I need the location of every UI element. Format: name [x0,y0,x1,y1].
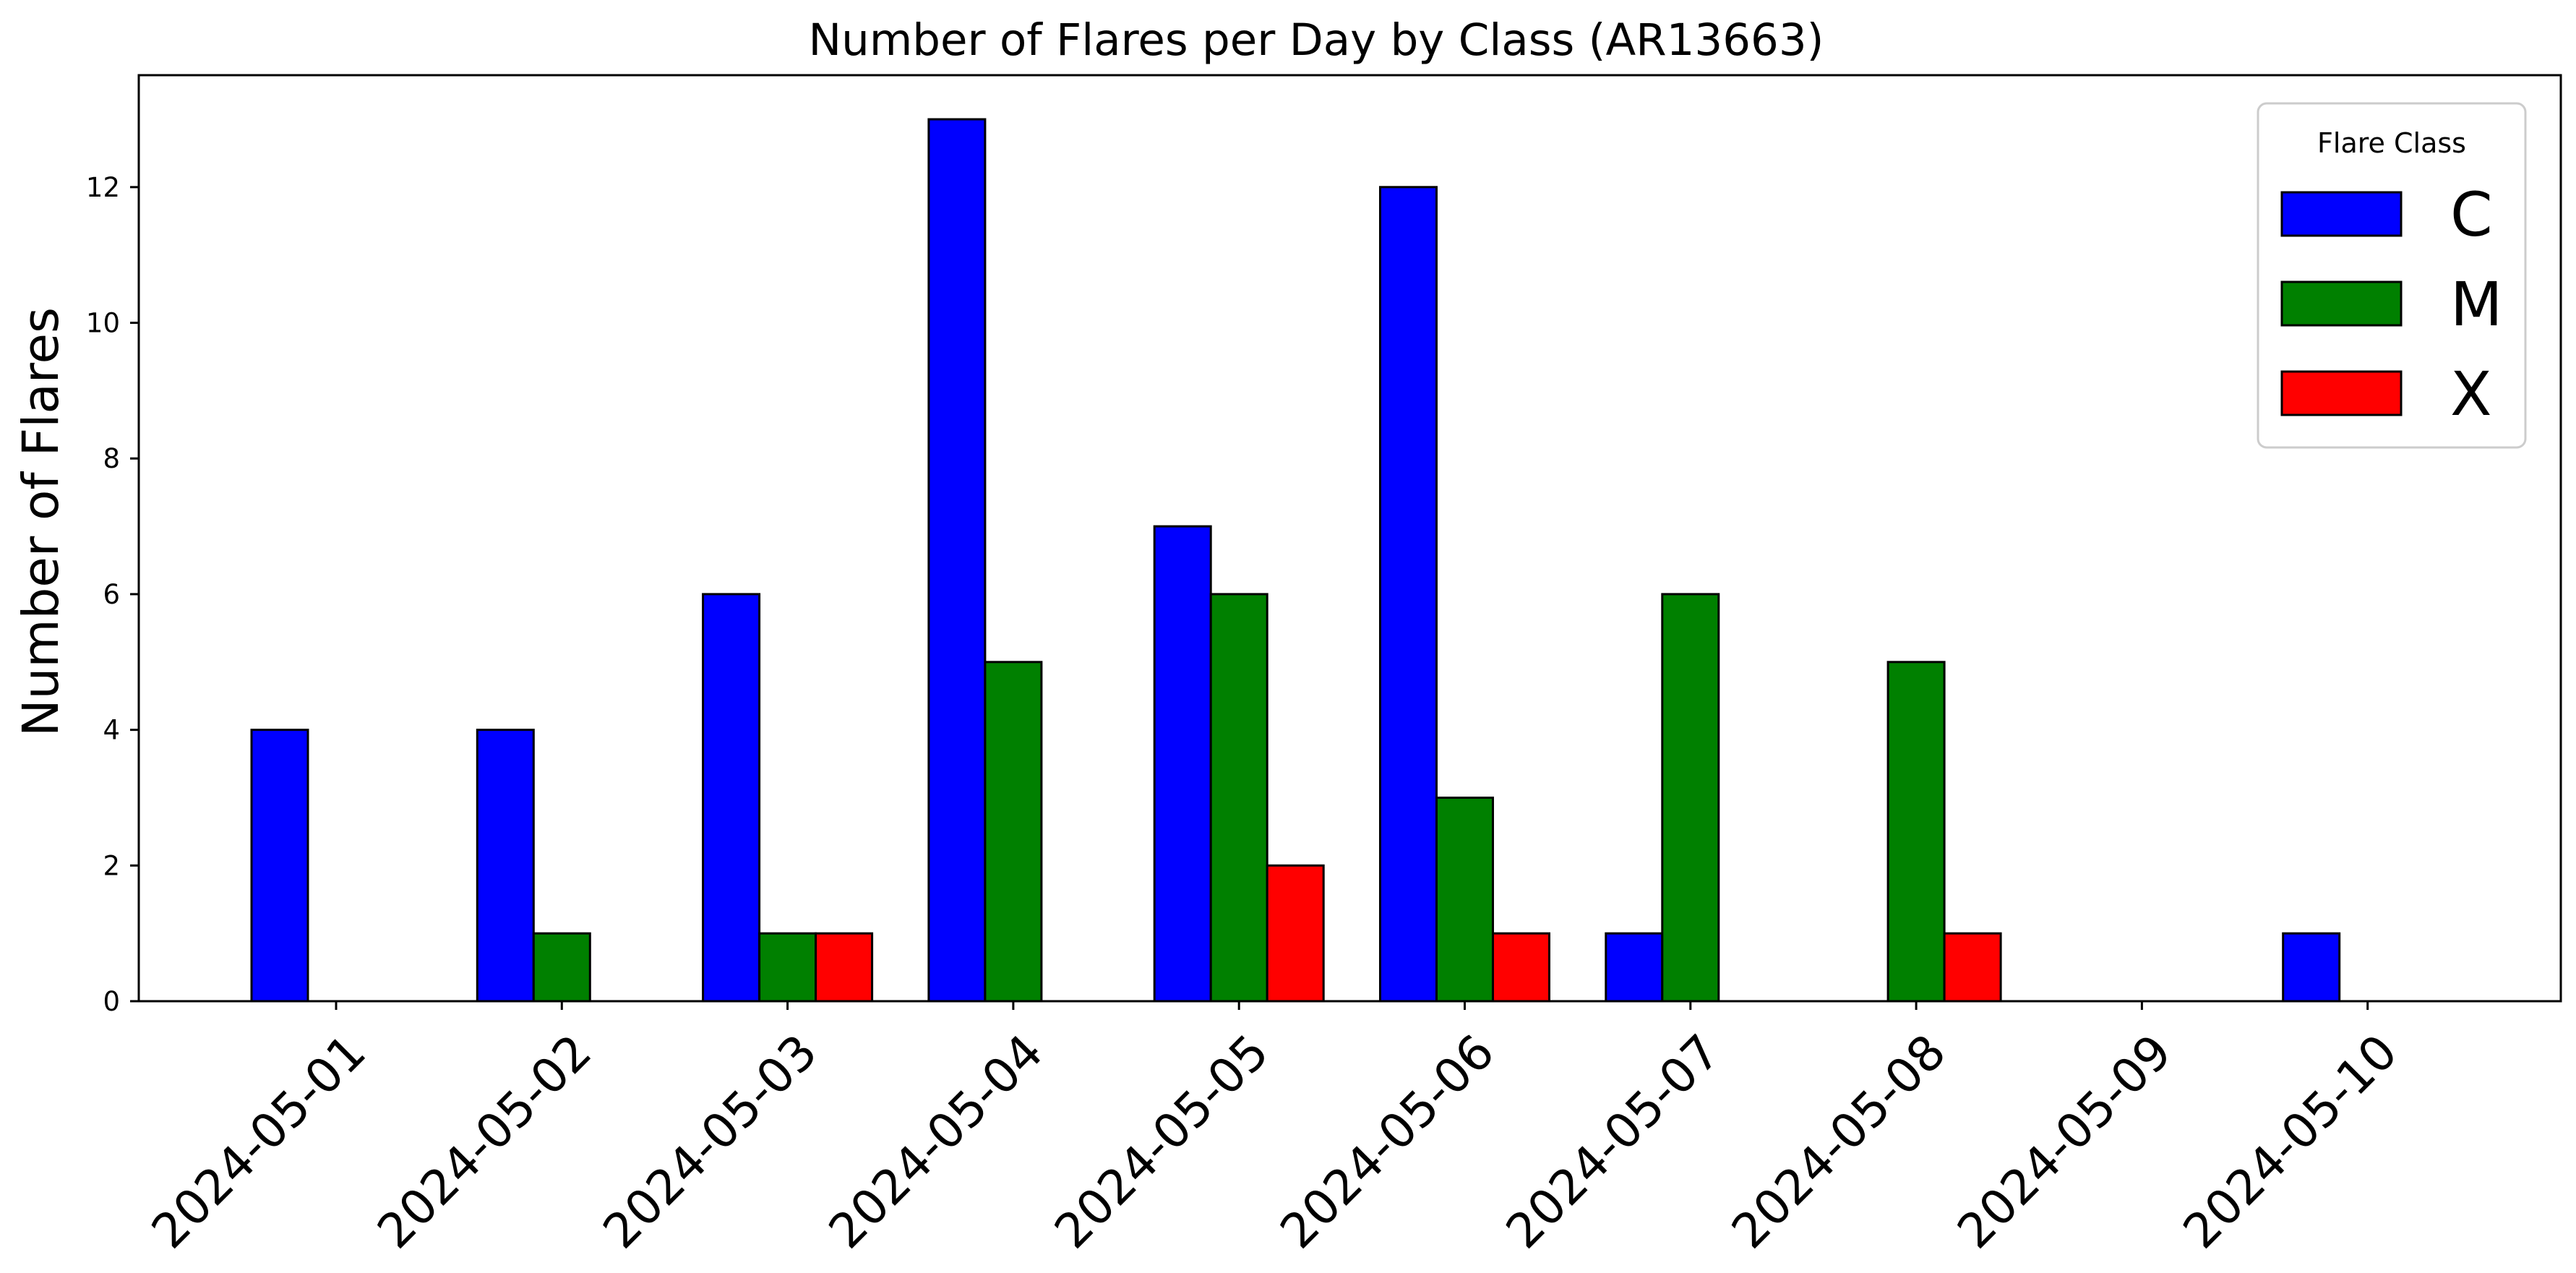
bar-m-2024-05-06 [1435,797,1494,1003]
bars-layer [250,118,2341,1003]
bar-c-2024-05-07 [1605,932,1664,1003]
legend-title: Flare Class [2317,127,2466,159]
chart-title: Number of Flares per Day by Class (AR136… [809,14,1824,66]
bar-x-2024-05-08 [1943,932,2002,1003]
bar-x-2024-05-06 [1492,932,1550,1003]
bar-c-2024-05-02 [476,729,535,1003]
bar-c-2024-05-01 [250,729,309,1003]
bar-m-2024-05-04 [984,661,1043,1003]
bar-m-2024-05-05 [1209,593,1268,1003]
bar-c-2024-05-06 [1379,186,1438,1003]
x-tick-label: 2024-05-08 [1721,1024,1957,1259]
y-tick-label: 10 [86,308,120,339]
x-tick-label: 2024-05-06 [1270,1024,1506,1259]
x-tick-label: 2024-05-07 [1495,1024,1731,1259]
x-tick-label: 2024-05-01 [141,1024,377,1259]
y-tick-label: 12 [86,172,120,203]
bar-x-2024-05-05 [1266,864,1325,1003]
x-tick-label: 2024-05-04 [818,1024,1054,1259]
x-tick-label: 2024-05-02 [366,1024,602,1259]
y-tick-label: 6 [103,579,120,610]
legend: Flare Class CMX [2257,102,2527,449]
bar-m-2024-05-08 [1886,661,1946,1003]
bar-c-2024-05-03 [702,593,761,1003]
y-axis: 0 2 4 6 8 10 12 [86,172,139,1017]
x-axis: 2024-05-012024-05-022024-05-032024-05-04… [141,1001,2408,1259]
bar-x-2024-05-03 [815,932,874,1003]
x-tick-label: 2024-05-09 [1947,1024,2183,1259]
bar-m-2024-05-07 [1661,593,1720,1003]
y-tick-label: 2 [103,850,120,881]
bar-m-2024-05-02 [532,932,591,1003]
y-axis-label: Number of Flares [12,307,70,737]
y-tick-label: 4 [103,715,120,746]
plot-frame [137,74,2562,1003]
legend-label-x: X [2450,359,2492,429]
x-tick-label: 2024-05-05 [1044,1024,1279,1259]
y-tick-label: 0 [103,986,120,1017]
legend-swatch-x [2280,370,2403,416]
bar-m-2024-05-03 [758,932,817,1003]
legend-label-c: C [2450,179,2493,250]
bar-c-2024-05-05 [1153,525,1212,1003]
legend-swatch-c [2280,191,2403,237]
legend-swatch-m [2280,280,2403,327]
bar-c-2024-05-10 [2282,932,2341,1003]
legend-box [2257,102,2527,449]
x-tick-label: 2024-05-03 [593,1024,828,1259]
bar-c-2024-05-04 [927,118,987,1003]
y-tick-label: 8 [103,443,120,474]
legend-label-m: M [2450,269,2502,340]
x-tick-label: 2024-05-10 [2173,1024,2408,1259]
legend-items: CMX [2280,179,2502,429]
